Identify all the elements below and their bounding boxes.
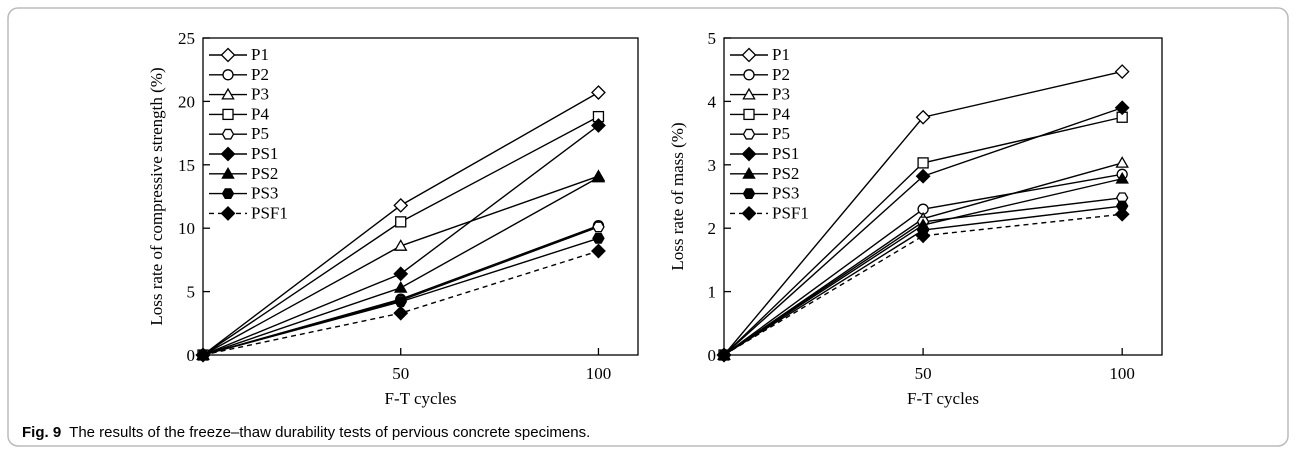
legend-label: PS1: [772, 144, 799, 163]
marker: [592, 221, 605, 233]
legend-label: PS3: [251, 184, 278, 203]
legend-label: P2: [251, 65, 269, 84]
legend-label: P3: [772, 85, 790, 104]
y-tick-label: 4: [708, 92, 717, 111]
marker: [395, 216, 407, 228]
legend-label: P5: [772, 124, 790, 143]
legend-marker: [220, 47, 236, 63]
legend-marker: [742, 128, 756, 140]
y-tick-label: 1: [708, 283, 717, 302]
y-axis-label: Loss rate of compressive strength (%): [147, 67, 166, 325]
legend-marker: [741, 146, 757, 162]
legend-marker: [741, 47, 757, 63]
marker: [393, 266, 409, 282]
x-tick-label: 100: [586, 364, 612, 383]
caption-label: Fig. 9: [22, 424, 61, 441]
legend-label: P5: [251, 124, 269, 143]
marker: [1115, 171, 1129, 184]
y-tick-label: 2: [708, 219, 717, 238]
legend-label: P4: [772, 104, 790, 123]
legend-marker: [221, 188, 235, 200]
marker: [1115, 156, 1129, 168]
x-tick-label: 100: [1109, 364, 1135, 383]
marker: [393, 281, 408, 293]
legend-marker: [220, 205, 236, 221]
legend-marker: [222, 69, 234, 81]
y-tick-label: 5: [708, 29, 717, 48]
legend-label: P1: [251, 45, 269, 64]
legend-marker: [221, 128, 235, 140]
plot-area: [202, 37, 639, 356]
legend-label: PSF1: [772, 203, 809, 222]
x-axis-label: F-T cycles: [907, 389, 979, 408]
marker: [917, 157, 929, 169]
legend-label: P2: [772, 65, 790, 84]
x-tick-label: 50: [915, 364, 932, 383]
legend-marker: [742, 87, 756, 100]
marker: [592, 232, 605, 244]
legend-marker: [742, 167, 756, 179]
y-tick-label: 15: [178, 156, 195, 175]
marker: [1114, 64, 1130, 80]
legend-label: PS3: [772, 184, 799, 203]
marker: [393, 239, 408, 251]
legend-label: PS1: [251, 144, 278, 163]
legend-marker: [742, 188, 756, 200]
legend-marker: [743, 69, 755, 81]
legend-marker: [221, 167, 235, 179]
legend-marker: [221, 87, 235, 100]
y-tick-label: 25: [178, 29, 195, 48]
legend-label: PS2: [772, 164, 799, 183]
caption-text: The results of the freeze–thaw durabilit…: [69, 424, 590, 441]
marker: [393, 197, 409, 213]
legend-label: P4: [251, 104, 269, 123]
marker: [591, 243, 606, 259]
y-tick-label: 3: [708, 156, 717, 175]
marker: [591, 170, 606, 183]
x-axis-label: F-T cycles: [385, 389, 457, 408]
legend-label: PSF1: [251, 203, 288, 222]
marker: [195, 347, 211, 363]
legend-label: P3: [251, 85, 269, 104]
caption: Fig. 9 The results of the freeze–thaw dur…: [22, 424, 590, 441]
marker: [915, 228, 931, 244]
legend-marker: [741, 205, 757, 221]
legend-marker: [220, 146, 236, 162]
legend-label: PS2: [251, 164, 278, 183]
legend-marker: [222, 108, 234, 121]
y-axis-label: Loss rate of mass (%): [668, 122, 687, 270]
marker: [591, 85, 606, 100]
marker: [1114, 100, 1130, 116]
marker: [393, 305, 409, 321]
marker: [716, 347, 732, 363]
marker: [915, 109, 931, 125]
y-tick-label: 20: [178, 92, 195, 111]
y-tick-label: 0: [708, 346, 717, 365]
marker: [1114, 206, 1130, 222]
legend-label: P1: [772, 45, 790, 64]
frame: [7, 7, 1289, 447]
legend-marker: [743, 108, 755, 121]
y-tick-label: 10: [178, 219, 195, 238]
marker: [591, 118, 606, 133]
y-tick-label: 0: [187, 346, 196, 365]
marker: [394, 296, 407, 308]
x-tick-label: 50: [392, 364, 409, 383]
marker: [915, 168, 931, 184]
plot-area: [723, 37, 1163, 356]
y-tick-label: 5: [187, 283, 196, 302]
